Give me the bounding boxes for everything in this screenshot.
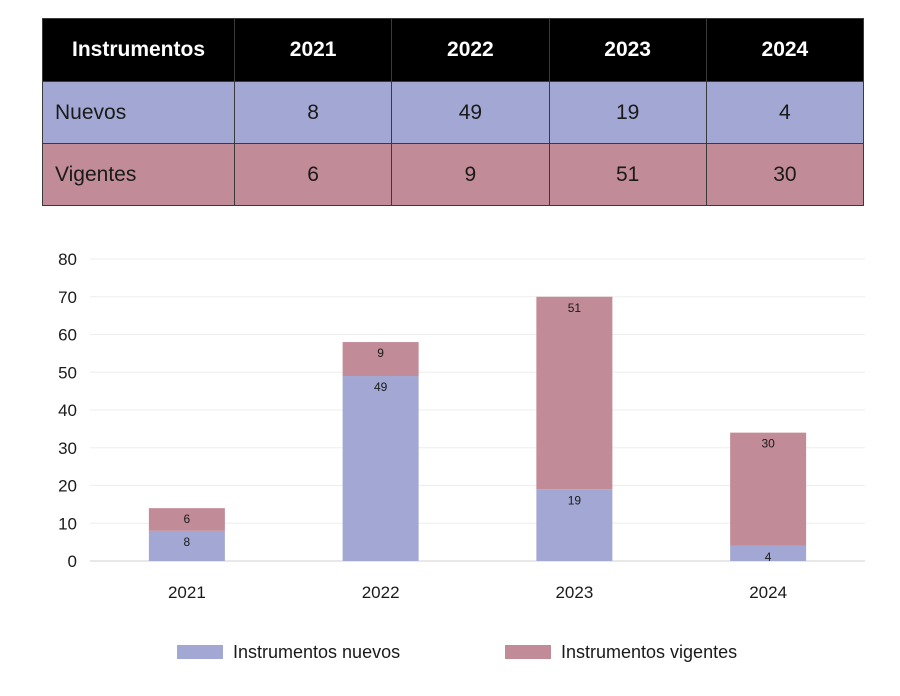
y-tick-label-10: 10: [58, 514, 77, 533]
legend-item-vigentes: Instrumentos vigentes: [505, 640, 737, 664]
y-tick-label-70: 70: [58, 288, 77, 307]
bar-nuevos-2022: [342, 376, 419, 561]
row-label-nuevos: Nuevos: [42, 81, 235, 144]
bar-vigentes-2022: [342, 342, 419, 377]
bar-nuevos-2023: [536, 489, 613, 561]
legend-label-nuevos: Instrumentos nuevos: [233, 641, 401, 662]
table-header-2024: 2024: [705, 18, 865, 82]
legend-swatch-vigentes: [505, 645, 551, 659]
bar-nuevos-2024: [730, 545, 807, 561]
cell-vigentes-2023: 51: [548, 143, 707, 206]
y-tick-label-50: 50: [58, 363, 77, 382]
cell-nuevos-2021: 8: [233, 81, 393, 144]
x-tick-label-2023: 2023: [555, 583, 593, 602]
y-tick-label-80: 80: [58, 250, 77, 269]
cell-nuevos-2023: 19: [548, 81, 707, 144]
data-label-vigentes-2024: 30: [761, 437, 775, 451]
data-label-nuevos-2022: 49: [374, 380, 388, 394]
legend-swatch-nuevos: [177, 645, 223, 659]
cell-nuevos-2024: 4: [705, 81, 865, 144]
data-label-nuevos-2023: 19: [568, 493, 582, 507]
data-table: Instrumentos 2021 2022 2023 2024 Nuevos …: [42, 18, 865, 206]
cell-vigentes-2021: 6: [233, 143, 393, 206]
y-tick-label-0: 0: [68, 552, 77, 571]
bar-vigentes-2024: [730, 432, 807, 546]
table-header-2022: 2022: [391, 18, 550, 82]
cell-nuevos-2022: 49: [391, 81, 550, 144]
bar-vigentes-2021: [148, 508, 225, 531]
table-header-instrumentos: Instrumentos: [42, 18, 235, 82]
row-label-vigentes: Vigentes: [42, 143, 235, 206]
y-tick-label-30: 30: [58, 439, 77, 458]
data-label-vigentes-2021: 6: [184, 512, 191, 526]
y-tick-label-40: 40: [58, 401, 77, 420]
bar-nuevos-2021: [148, 530, 225, 561]
legend-item-nuevos: Instrumentos nuevos: [177, 640, 400, 664]
table-header-2021: 2021: [233, 18, 393, 82]
data-label-nuevos-2021: 8: [184, 535, 191, 549]
data-label-nuevos-2024: 4: [765, 550, 772, 564]
table-header-2023: 2023: [548, 18, 707, 82]
table-row-nuevos: Nuevos 8 49 19 4: [42, 81, 865, 144]
table-header-row: Instrumentos 2021 2022 2023 2024: [42, 18, 865, 82]
table-row-vigentes: Vigentes 6 9 51 30: [42, 143, 865, 206]
y-tick-label-20: 20: [58, 477, 77, 496]
bar-vigentes-2023: [536, 296, 613, 490]
cell-vigentes-2022: 9: [391, 143, 550, 206]
cell-vigentes-2024: 30: [705, 143, 865, 206]
x-tick-label-2022: 2022: [362, 583, 400, 602]
legend-label-vigentes: Instrumentos vigentes: [561, 641, 738, 662]
x-tick-label-2024: 2024: [749, 583, 787, 602]
y-tick-label-60: 60: [58, 326, 77, 345]
x-tick-label-2021: 2021: [168, 583, 206, 602]
data-label-vigentes-2022: 9: [377, 346, 384, 360]
data-label-vigentes-2023: 51: [568, 301, 582, 315]
stacked-bar-chart: 0 10 20 30 40 50 60 70 80 8 6 2021 49 9 2022 19 51 2023 4 3…: [58, 250, 865, 602]
